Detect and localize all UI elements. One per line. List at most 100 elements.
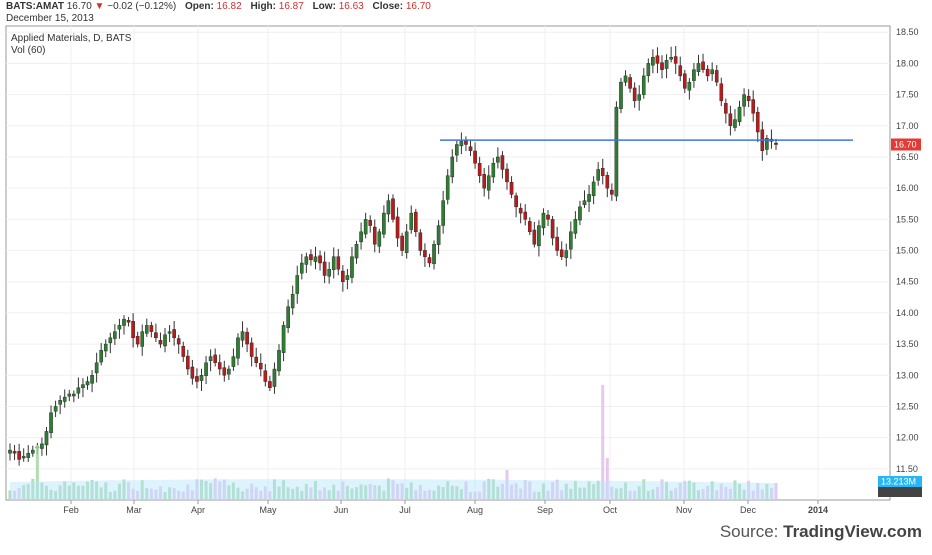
volume-bar xyxy=(67,485,71,500)
volume-tag-dark xyxy=(878,487,922,497)
volume-bar xyxy=(541,483,545,500)
candle-body xyxy=(477,163,482,176)
x-tick-label: Dec xyxy=(740,505,757,515)
candle-body xyxy=(482,174,486,189)
volume-bar xyxy=(81,485,85,500)
candle-body xyxy=(240,331,245,341)
volume-bar xyxy=(660,479,664,500)
volume-bar xyxy=(13,490,17,500)
candle-body xyxy=(450,156,455,178)
volume-bar xyxy=(127,482,131,500)
volume-bar xyxy=(117,483,121,500)
volume-bar xyxy=(350,488,354,500)
volume-bar xyxy=(391,480,395,500)
candle-body xyxy=(746,95,751,102)
candle-body xyxy=(596,169,600,181)
candle-body xyxy=(222,367,227,376)
source-prefix: Source: xyxy=(719,522,784,541)
x-tick-label: 2014 xyxy=(808,505,828,515)
candle-body xyxy=(204,362,208,376)
candle-body xyxy=(632,87,637,102)
volume-bar xyxy=(227,485,231,500)
volume-bar xyxy=(99,487,103,500)
volume-bar xyxy=(596,480,600,500)
candle-body xyxy=(245,331,249,345)
plot-frame xyxy=(5,25,891,501)
volume-bar xyxy=(469,491,473,500)
candle-body xyxy=(573,219,578,234)
volume-bar xyxy=(231,482,235,500)
volume-bar xyxy=(696,490,700,500)
source-credit[interactable]: Source: TradingView.com xyxy=(720,522,922,542)
volume-bar xyxy=(131,488,135,500)
volume-bar xyxy=(633,490,637,500)
candle-body xyxy=(277,350,281,372)
volume-bar xyxy=(268,491,272,500)
volume-bar xyxy=(245,488,249,500)
y-tick-label: 18.50 xyxy=(896,27,919,37)
candle-body xyxy=(459,141,464,147)
volume-bar xyxy=(200,479,203,500)
volume-bar xyxy=(368,484,372,500)
volume-bar xyxy=(610,486,614,500)
candle-body xyxy=(550,219,555,239)
candle-body xyxy=(755,111,760,133)
candle-body xyxy=(122,318,126,326)
candle-body xyxy=(186,355,190,370)
volume-bar xyxy=(706,485,710,500)
candle-body xyxy=(17,451,21,460)
volume-bar xyxy=(158,486,162,500)
candle-body xyxy=(117,325,122,330)
candle-body xyxy=(719,83,724,102)
candle-body xyxy=(300,262,304,274)
candle-body xyxy=(432,244,436,265)
volume-bar xyxy=(108,491,112,500)
volume-bar xyxy=(122,479,126,500)
candle-body xyxy=(641,75,646,95)
volume-bar xyxy=(236,487,240,500)
candle-body xyxy=(468,146,473,151)
volume-bar xyxy=(181,491,185,500)
volume-bar xyxy=(747,480,751,500)
volume-bar xyxy=(710,481,714,500)
candle-body xyxy=(113,331,117,339)
volume-bar xyxy=(154,489,158,500)
volume-bar xyxy=(104,482,108,500)
volume-bar xyxy=(386,478,390,500)
volume-bar xyxy=(500,483,504,500)
candle-body xyxy=(737,106,742,122)
x-tick-label: Apr xyxy=(191,505,205,515)
volume-bar xyxy=(505,470,509,500)
open-label: Open: xyxy=(184,1,214,12)
x-tick-label: Aug xyxy=(467,505,483,515)
candle-body xyxy=(505,168,509,183)
volume-bar xyxy=(605,458,609,500)
candle-body xyxy=(49,412,53,433)
candle-body xyxy=(587,194,591,202)
volume-bar xyxy=(209,483,213,500)
volume-bar xyxy=(564,483,568,500)
candle-body xyxy=(523,211,528,220)
volume-bar xyxy=(532,491,536,500)
candle-body xyxy=(637,94,642,101)
candle-body xyxy=(669,56,673,60)
volume-bar xyxy=(669,490,673,500)
source-brand[interactable]: TradingView.com xyxy=(783,522,922,541)
volume-bar xyxy=(464,481,468,500)
volume-bar xyxy=(327,490,331,500)
candle-body xyxy=(692,69,696,81)
candle-body xyxy=(12,451,17,454)
candle-body xyxy=(341,270,345,282)
volume-bar xyxy=(204,480,208,500)
candle-body xyxy=(628,77,632,89)
volume-bar xyxy=(728,488,732,500)
volume-bar xyxy=(683,480,687,500)
volume-bar xyxy=(318,490,322,500)
candle-body xyxy=(40,443,44,449)
volume-bar xyxy=(724,487,728,500)
volume-bar xyxy=(345,485,349,500)
candle-body xyxy=(546,214,550,220)
candle-body xyxy=(345,275,350,280)
